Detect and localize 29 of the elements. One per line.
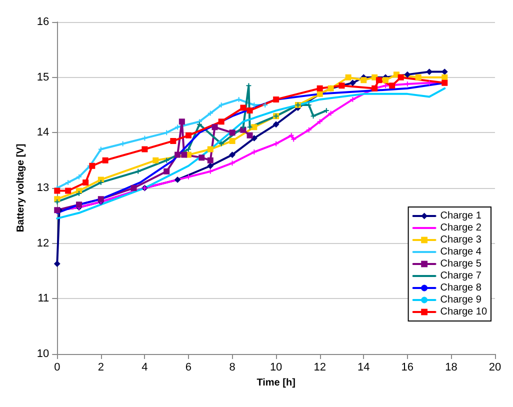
legend-label: Charge 3 — [440, 234, 482, 246]
y-tick-label: 11 — [38, 292, 50, 305]
y-tick-label: 15 — [36, 71, 50, 84]
legend-label: Charge 5 — [440, 258, 482, 270]
legend-label: Charge 8 — [440, 282, 482, 294]
legend-label: Charge 9 — [440, 294, 482, 306]
x-tick-label: 20 — [488, 362, 502, 374]
y-tick-label: 14 — [36, 126, 50, 139]
x-tick-label: 6 — [185, 362, 192, 374]
y-tick-label: 12 — [36, 237, 50, 250]
x-tick-label: 10 — [270, 362, 282, 374]
y-tick-label: 16 — [36, 16, 50, 28]
y-tick-label: 10 — [36, 348, 50, 360]
x-tick-label: 18 — [445, 362, 458, 374]
x-tick-label: 8 — [229, 362, 236, 374]
legend-label: Charge 1 — [440, 210, 482, 222]
x-tick-label: 0 — [54, 362, 60, 374]
x-axis-title: Time [h] — [256, 377, 296, 388]
legend-label: Charge 4 — [440, 246, 482, 258]
x-tick-label: 16 — [401, 362, 414, 374]
x-tick-label: 14 — [358, 362, 370, 374]
y-tick-label: 13 — [36, 182, 50, 194]
legend-label: Charge 10 — [440, 306, 488, 318]
x-tick-label: 12 — [314, 362, 326, 374]
legend-label: Charge 2 — [440, 222, 482, 234]
legend-label: Charge 7 — [440, 270, 482, 282]
x-tick-label: 4 — [142, 362, 148, 374]
x-tick-label: 2 — [98, 362, 104, 374]
y-axis-title: Battery voltage [V] — [16, 144, 26, 232]
